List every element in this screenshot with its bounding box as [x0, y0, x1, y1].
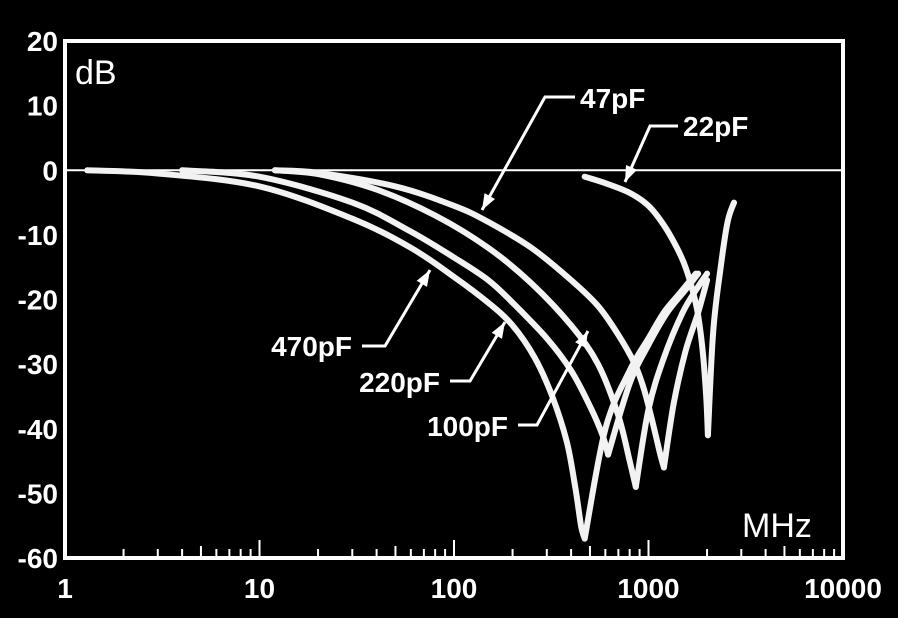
- y-tick-label: -50: [18, 478, 58, 509]
- callout-arrowhead-47pF: [482, 193, 496, 210]
- callout-arrowhead-22pF: [625, 164, 638, 182]
- series-line-100pF: [271, 167, 639, 490]
- series-branch-22pF: [704, 199, 737, 439]
- series-label-22pF: 22pF: [683, 111, 748, 142]
- x-tick-label: 10: [244, 573, 275, 604]
- series-label-220pF: 220pF: [359, 367, 440, 398]
- series-branch-47pF: [660, 277, 711, 471]
- callout-arrowhead-100pF: [575, 331, 588, 348]
- y-tick-label: -40: [18, 414, 58, 445]
- callout-leader-100pF: [518, 330, 590, 427]
- y-tick-label: 20: [27, 26, 58, 57]
- callout-leader-47pF: [480, 95, 575, 211]
- y-tick-label: 0: [42, 155, 58, 186]
- callout-arrowhead-220pF: [491, 322, 505, 339]
- x-tick-label: 10000: [804, 573, 882, 604]
- plot-area-frame: [63, 39, 845, 560]
- y-tick-label: -30: [18, 349, 58, 380]
- x-tick-labels: 1 10 100 1000 10000: [57, 573, 882, 604]
- callout-leader-22pF: [623, 124, 678, 183]
- y-axis-unit-label: dB: [75, 54, 117, 92]
- series-line-470pF: [84, 167, 588, 542]
- y-tick-label: -10: [18, 220, 58, 251]
- y-tick-labels: 20 10 0 -10 -20 -30 -40 -50 -60: [18, 26, 58, 574]
- x-tick-label: 1: [57, 573, 73, 604]
- callout-leader-470pF: [362, 269, 432, 348]
- callout-arrowhead-470pF: [416, 270, 430, 287]
- series-line-22pF: [581, 173, 711, 439]
- series-line-47pF: [271, 167, 667, 471]
- x-minor-ticks: [122, 540, 844, 558]
- y-tick-label: -20: [18, 285, 58, 316]
- series-branch-100pF: [632, 270, 711, 490]
- series-label-100pF: 100pF: [427, 411, 508, 442]
- x-axis-unit-label: MHz: [742, 507, 812, 545]
- y-tick-label: 10: [27, 91, 58, 122]
- callout-leader-220pF: [450, 321, 507, 383]
- series-branch-220pF: [605, 270, 702, 458]
- series-label-470pF: 470pF: [271, 331, 352, 362]
- series-label-47pF: 47pF: [580, 83, 645, 114]
- x-tick-label: 100: [431, 573, 478, 604]
- series-group: [84, 167, 737, 542]
- x-tick-label: 1000: [617, 573, 679, 604]
- y-tick-label: -60: [18, 543, 58, 574]
- series-line-220pF: [179, 167, 612, 458]
